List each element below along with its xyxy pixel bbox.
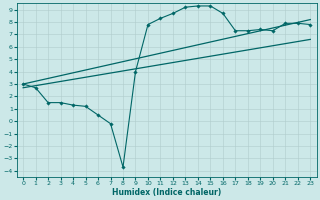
X-axis label: Humidex (Indice chaleur): Humidex (Indice chaleur) [112,188,221,197]
